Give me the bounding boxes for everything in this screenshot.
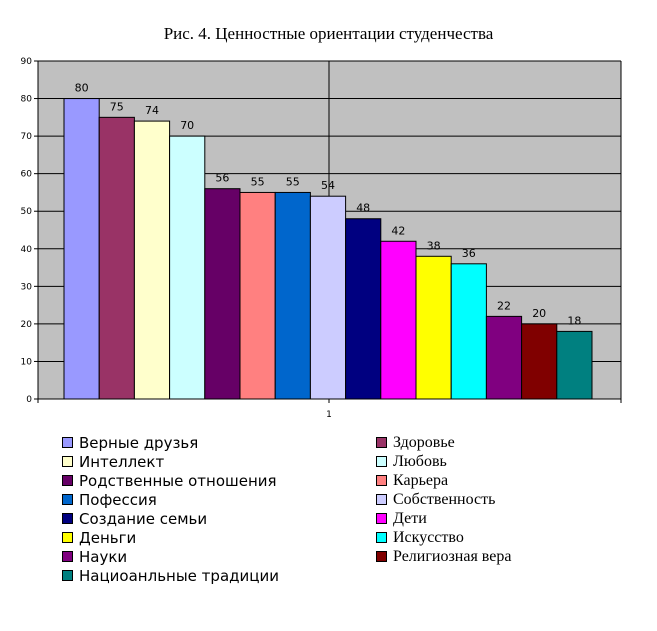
legend-swatch [376, 456, 387, 467]
legend-item: Искусство [376, 528, 464, 547]
legend-swatch [376, 475, 387, 486]
data-label: 42 [391, 224, 405, 237]
bar [239, 191, 276, 400]
data-label: 55 [251, 175, 265, 188]
bar-chart: 80 75 74 70 56 55 55 54 48 42 38 36 22 20 18 0 10 20 30 40… [21, 57, 622, 420]
legend-swatch [62, 532, 73, 543]
y-tick-label: 70 [21, 132, 33, 142]
y-tick-label: 80 [21, 95, 33, 105]
legend-item: Нациоанльные традиции [62, 566, 279, 585]
legend-label: Интеллект [79, 452, 165, 471]
legend-swatch [62, 475, 73, 486]
bar [521, 323, 558, 400]
legend-item: Пофессия [62, 490, 157, 509]
bar [98, 116, 135, 400]
legend-swatch [62, 437, 73, 448]
legend-swatch [62, 456, 73, 467]
bar [485, 315, 523, 400]
legend-label: Религиозная вера [393, 547, 512, 565]
legend-label: Верные друзья [79, 433, 199, 452]
legend-swatch [62, 494, 73, 505]
legend-label: Родственные отношения [79, 471, 277, 490]
legend-item: Родственные отношения [62, 471, 277, 490]
legend-item: Науки [62, 547, 127, 566]
y-tick-label: 20 [21, 320, 33, 330]
data-label: 20 [532, 307, 546, 320]
y-tick-label: 60 [21, 170, 33, 180]
legend-label: Деньги [79, 528, 137, 547]
legend-label: Искусство [393, 528, 464, 546]
data-label: 22 [497, 299, 511, 312]
x-tick-label: 1 [326, 410, 332, 420]
data-label: 48 [356, 202, 370, 215]
legend-item: Карьера [376, 471, 448, 490]
y-tick-label: 0 [26, 395, 32, 405]
legend-item: Религиозная вера [376, 547, 511, 566]
legend-swatch [376, 551, 387, 562]
legend-label: Собственность [393, 490, 496, 508]
y-tick-label: 10 [21, 357, 33, 367]
data-label: 75 [110, 100, 124, 113]
bar [133, 120, 171, 400]
data-label: 18 [567, 314, 581, 327]
legend-label: Карьера [393, 471, 449, 489]
data-label: 38 [427, 239, 441, 252]
y-tick-label: 40 [21, 245, 33, 255]
legend-item: Собственность [376, 490, 495, 509]
data-label: 74 [145, 104, 159, 117]
legend-label: Нациоанльные традиции [79, 566, 279, 585]
legend-label: Здоровье [393, 433, 455, 451]
legend-label: Пофессия [79, 490, 157, 509]
legend-item: Создание семьи [62, 509, 207, 528]
legend: Верные друзья Здоровье Интеллект Любовь Родс… [62, 433, 582, 593]
legend-swatch [62, 513, 73, 524]
bar [274, 191, 311, 400]
bar [415, 255, 452, 400]
y-tick-label: 90 [21, 57, 33, 67]
data-label: 56 [215, 172, 229, 185]
data-label: 36 [462, 247, 476, 260]
legend-label: Науки [79, 547, 128, 566]
y-tick-label: 30 [21, 282, 33, 292]
legend-label: Дети [393, 509, 427, 527]
bar [63, 98, 100, 400]
bar [556, 330, 593, 400]
data-label: 55 [286, 175, 300, 188]
legend-label: Создание семьи [79, 509, 208, 528]
legend-swatch [62, 551, 73, 562]
bar [169, 135, 206, 400]
legend-item: Здоровье [376, 433, 455, 452]
chart-title: Рис. 4. Ценностные ориентации студенчест… [163, 24, 494, 43]
data-label: 80 [75, 82, 89, 95]
bar [380, 240, 417, 400]
legend-item: Верные друзья [62, 433, 198, 452]
bar [450, 263, 487, 400]
legend-item: Деньги [62, 528, 136, 547]
bar [345, 218, 382, 400]
bar [204, 188, 241, 400]
data-label: 70 [180, 119, 194, 132]
y-tick-label: 50 [21, 207, 33, 217]
legend-item: Интеллект [62, 452, 164, 471]
legend-label: Любовь [393, 452, 447, 470]
legend-swatch [376, 494, 387, 505]
bar [309, 195, 347, 400]
legend-item: Любовь [376, 452, 447, 471]
data-label: 54 [321, 179, 335, 192]
legend-swatch [376, 513, 387, 524]
legend-swatch [62, 570, 73, 581]
legend-swatch [376, 437, 387, 448]
legend-swatch [376, 532, 387, 543]
legend-item: Дети [376, 509, 427, 528]
